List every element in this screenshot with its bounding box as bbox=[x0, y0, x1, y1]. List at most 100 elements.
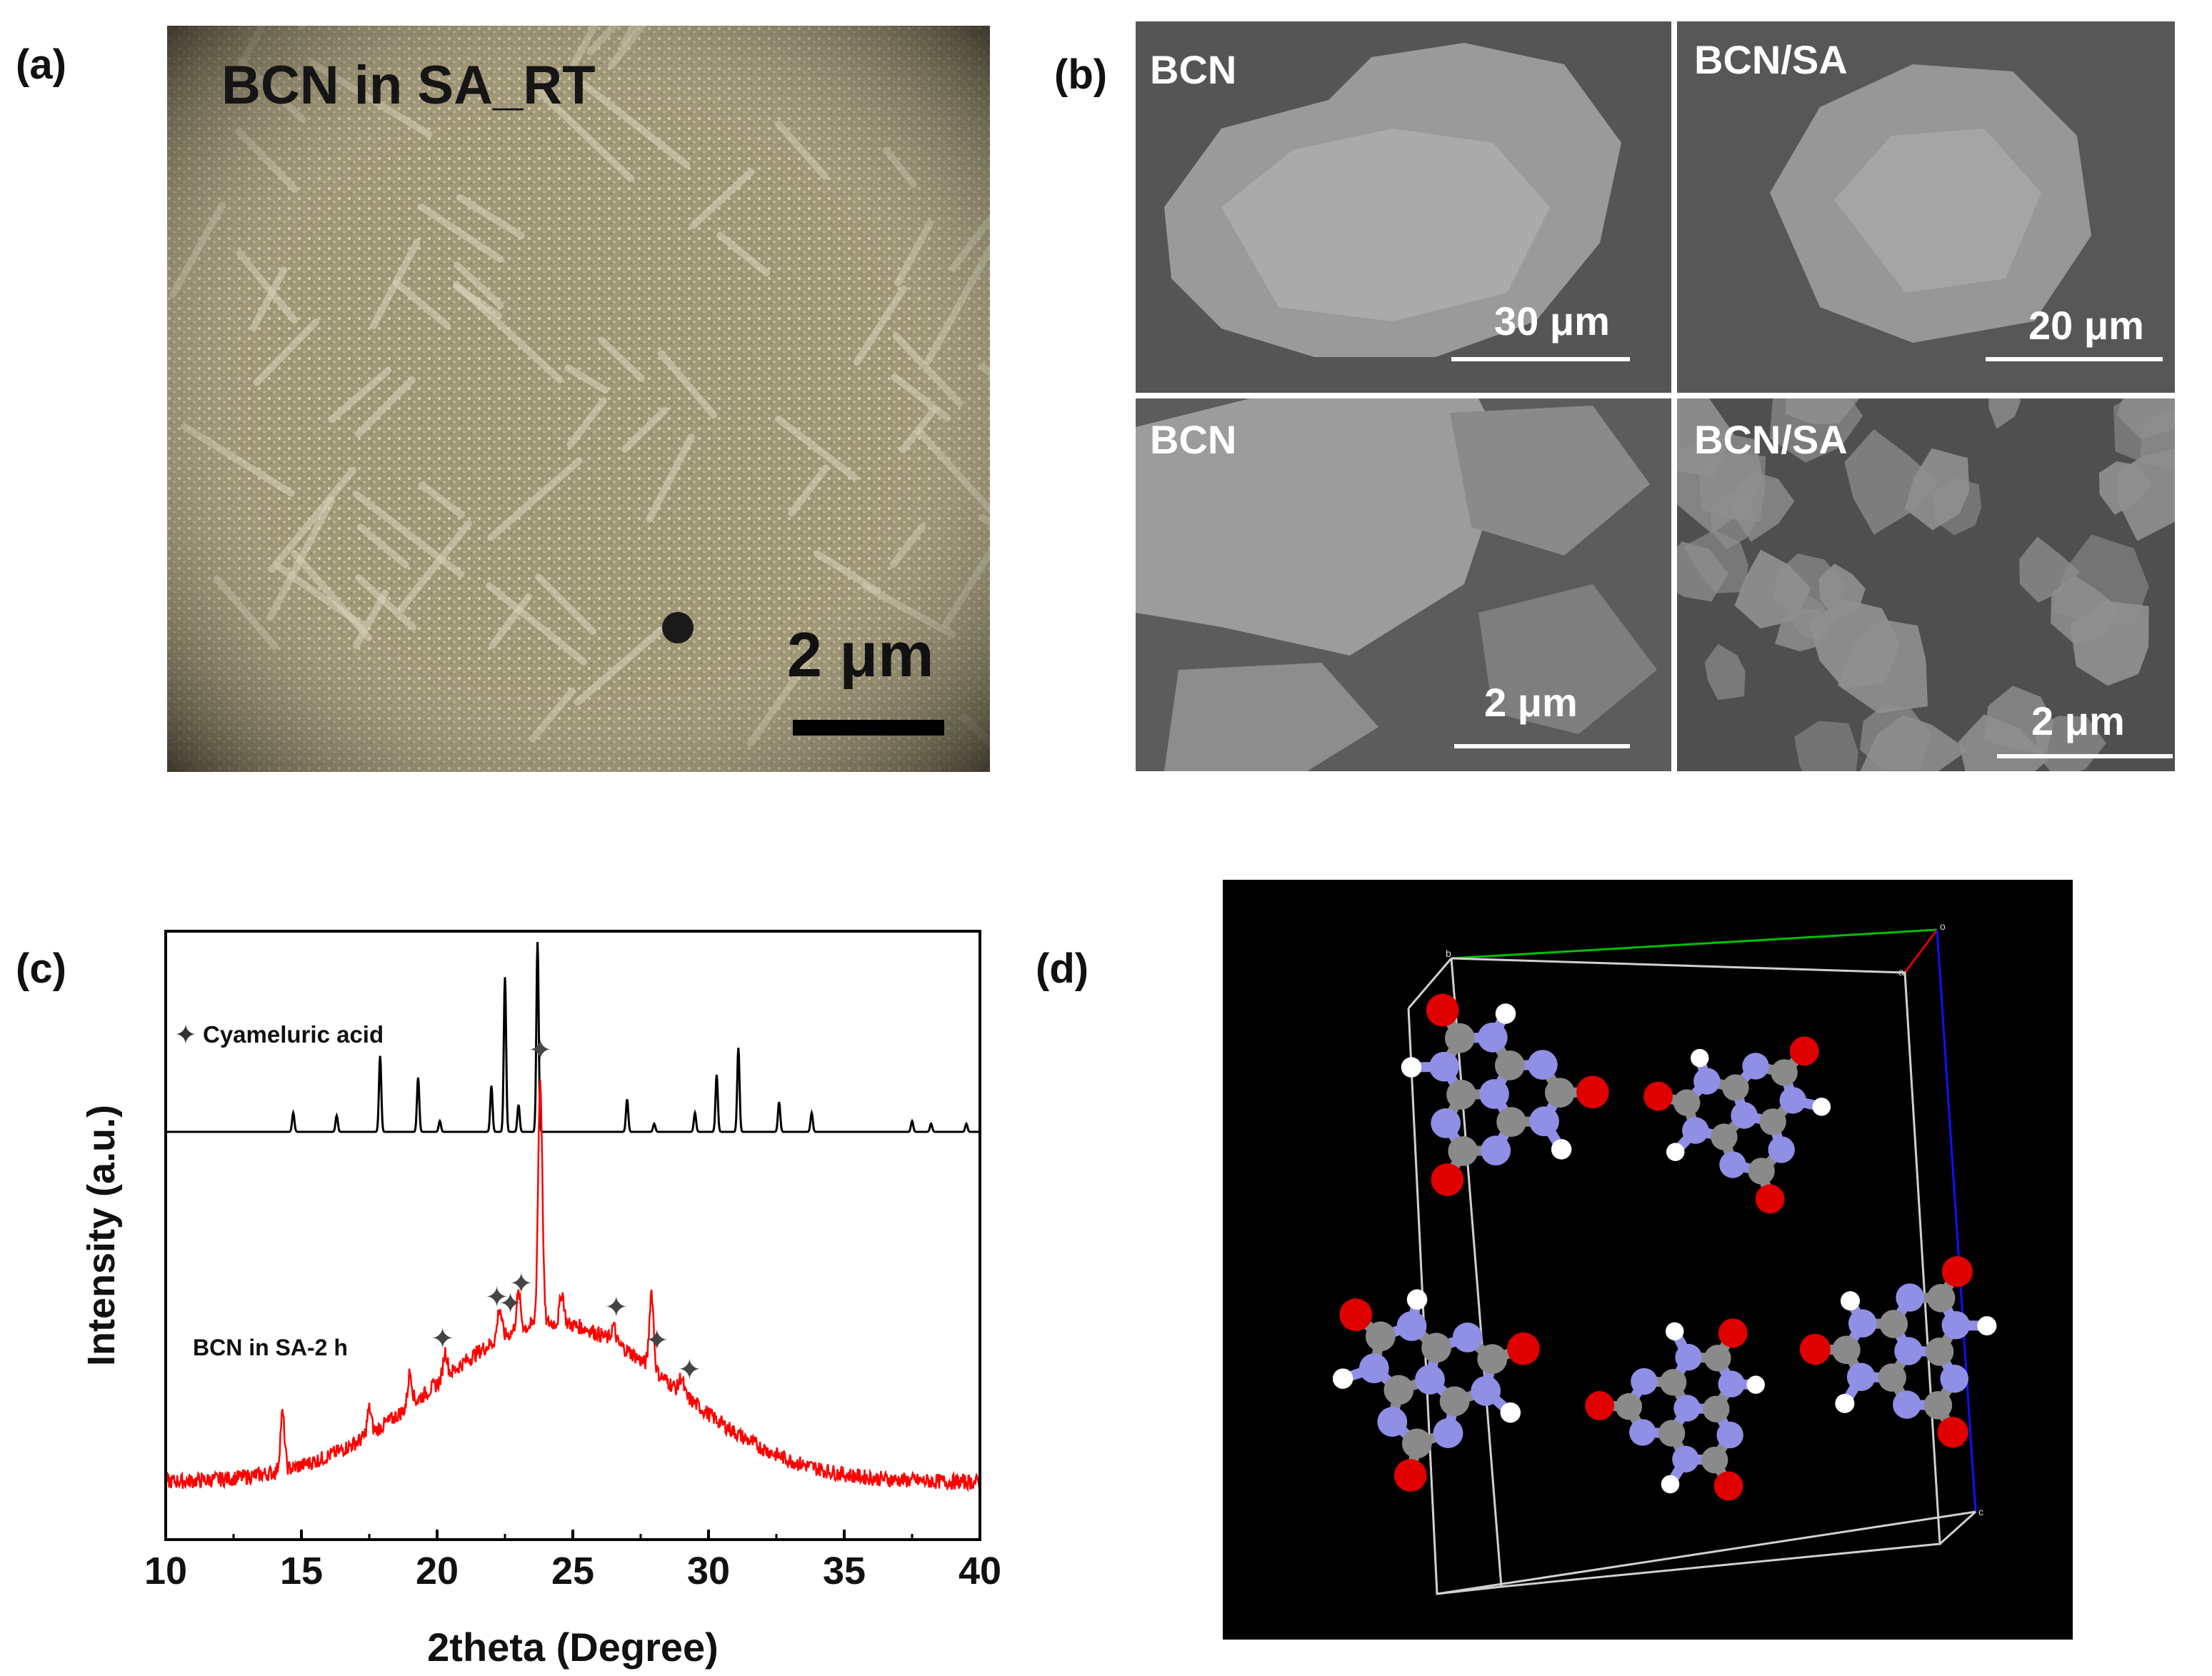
atom-c bbox=[1759, 1108, 1786, 1135]
atom-o bbox=[1339, 1298, 1373, 1331]
sem-flake bbox=[1988, 398, 2021, 429]
atom-o bbox=[1941, 1256, 1973, 1288]
sem-scale-text: 2 μm bbox=[1484, 680, 1578, 725]
crystal-view: b a o c bbox=[1332, 920, 1997, 1595]
x-tick-label: 10 bbox=[144, 1550, 187, 1592]
atom-o bbox=[1643, 1081, 1673, 1111]
atom-c bbox=[1879, 1310, 1908, 1338]
atom-n bbox=[1896, 1283, 1924, 1312]
atom-c bbox=[1615, 1393, 1643, 1420]
atom-c bbox=[1701, 1446, 1728, 1474]
atom-c bbox=[1711, 1123, 1738, 1150]
sem-texture bbox=[1677, 398, 2175, 771]
atom-n bbox=[1768, 1136, 1795, 1163]
atom-n bbox=[1431, 1108, 1461, 1138]
atom-n bbox=[1672, 1445, 1699, 1473]
sample-pattern-line bbox=[164, 1080, 981, 1492]
atom-n bbox=[1629, 1419, 1656, 1446]
sem-flake bbox=[1769, 398, 1863, 463]
sem-flake bbox=[1933, 478, 1982, 536]
atom-n bbox=[1718, 1370, 1745, 1397]
atom-n bbox=[1779, 1087, 1806, 1114]
atom-n bbox=[1742, 1053, 1769, 1080]
atom-n bbox=[1471, 1375, 1501, 1406]
sem-flake bbox=[1775, 608, 1824, 652]
sem-scale-bar bbox=[1454, 744, 1630, 748]
cell-axis-label-c: c bbox=[1978, 1506, 1983, 1517]
atom-c bbox=[1703, 1395, 1730, 1422]
atom-c bbox=[1544, 1078, 1575, 1108]
peak-marker: ✦ bbox=[499, 1288, 523, 1320]
atom-h bbox=[1746, 1375, 1765, 1394]
atom-c bbox=[1496, 1107, 1526, 1138]
sem-flake bbox=[1794, 721, 1858, 771]
atom-n bbox=[1433, 1418, 1463, 1448]
atom-h bbox=[1665, 1322, 1684, 1341]
sem-flake bbox=[2051, 534, 2149, 626]
atom-n bbox=[1477, 1022, 1508, 1053]
legend-marker: ✦ bbox=[174, 1020, 197, 1050]
sem-texture bbox=[1677, 21, 2175, 393]
atom-o bbox=[1394, 1459, 1427, 1492]
x-tick-label: 15 bbox=[280, 1550, 323, 1592]
atom-h bbox=[1977, 1316, 1997, 1336]
sem-flake bbox=[2098, 461, 2152, 515]
atom-c bbox=[1659, 1369, 1687, 1396]
atom-h bbox=[1551, 1139, 1572, 1160]
sem-texture bbox=[1136, 21, 1671, 393]
atom-n bbox=[1377, 1407, 1408, 1437]
atom-o bbox=[1718, 1318, 1748, 1348]
atom-n bbox=[1529, 1106, 1559, 1137]
atom-h bbox=[1835, 1393, 1855, 1413]
optical-scale-text: 2 μm bbox=[787, 619, 934, 690]
xrd-chart: ✦✦✦✦✦✦✦✦ 10 15 20 25 30 35 40 2theta (Degree) … bbox=[80, 930, 1001, 1670]
sem-scale-bar bbox=[1451, 357, 1630, 361]
atom-n bbox=[1693, 1068, 1721, 1095]
atom-c bbox=[1722, 1074, 1749, 1101]
atom-c bbox=[1925, 1338, 1954, 1366]
sem-scale-text: 30 μm bbox=[1494, 298, 1610, 343]
atom-o bbox=[1507, 1332, 1540, 1365]
atom-c bbox=[1658, 1420, 1686, 1447]
x-axis-ticks: 10 15 20 25 30 35 40 bbox=[144, 1530, 1001, 1592]
atom-n bbox=[1481, 1135, 1511, 1166]
atom-c bbox=[1401, 1428, 1432, 1459]
sem-flake bbox=[2113, 398, 2175, 466]
sem-image-bcnsa-low: BCN/SA 20 μm bbox=[1677, 21, 2175, 393]
atom-o bbox=[1713, 1471, 1743, 1501]
atom-n bbox=[1716, 1421, 1743, 1449]
atom-c bbox=[1477, 1344, 1508, 1375]
atom-c bbox=[1494, 1050, 1525, 1080]
sem-texture bbox=[1136, 398, 1671, 771]
panel-a-letter: (a) bbox=[16, 41, 66, 88]
atom-h bbox=[1661, 1475, 1680, 1494]
sem-flake bbox=[1809, 599, 1901, 688]
atom-c bbox=[1704, 1345, 1731, 1372]
peak-marker: ✦ bbox=[604, 1292, 629, 1323]
atom-h bbox=[1691, 1048, 1709, 1068]
peak-marker: ✦ bbox=[678, 1354, 702, 1385]
peak-marker: ✦ bbox=[509, 1268, 534, 1300]
atom-n bbox=[1719, 1151, 1746, 1178]
x-tick-label: 20 bbox=[416, 1550, 459, 1592]
panel-d-letter: (d) bbox=[1036, 945, 1089, 992]
sem-image-bcn-high: BCN 2 μm bbox=[1136, 398, 1671, 771]
y-axis-label: Intensity (a.u.) bbox=[80, 1105, 123, 1366]
atom-c bbox=[1365, 1321, 1396, 1352]
sem-scale-bar bbox=[1997, 754, 2173, 758]
atom-n bbox=[1527, 1050, 1558, 1080]
sem-scale-bar bbox=[1986, 357, 2163, 361]
atom-n bbox=[1682, 1117, 1709, 1144]
peak-marker: ✦ bbox=[431, 1323, 455, 1355]
panel-c-letter: (c) bbox=[16, 945, 66, 992]
atom-o bbox=[1585, 1391, 1615, 1420]
atom-h bbox=[1406, 1289, 1428, 1310]
atom-n bbox=[1941, 1310, 1971, 1340]
atom-o bbox=[1937, 1417, 1968, 1448]
sem-flake bbox=[1677, 541, 1728, 602]
peak-marker: ✦ bbox=[485, 1282, 509, 1313]
atom-h bbox=[1401, 1057, 1422, 1078]
atom-h bbox=[1666, 1143, 1685, 1161]
atom-o bbox=[1789, 1036, 1819, 1066]
atom-c bbox=[1832, 1335, 1861, 1365]
